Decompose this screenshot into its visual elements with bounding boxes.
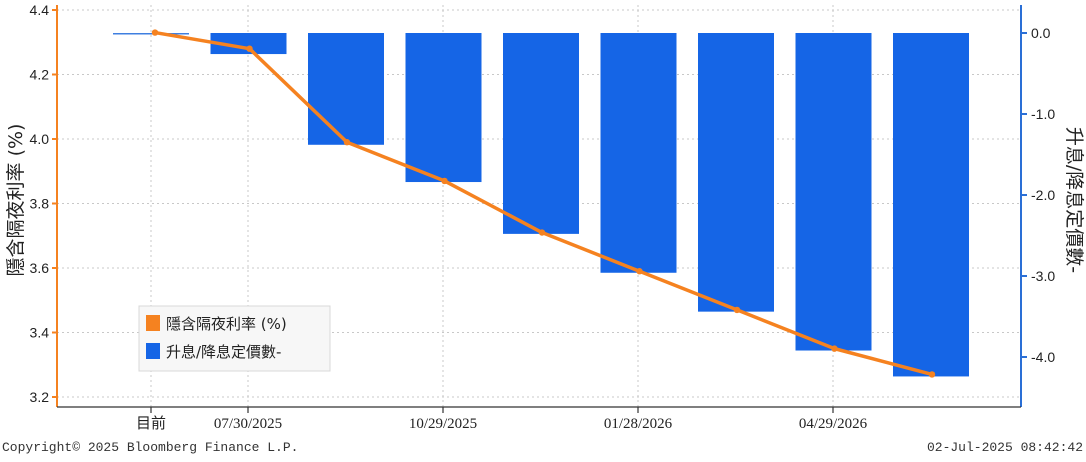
left-tick-label: 4.4 — [30, 2, 50, 18]
bar-series — [113, 33, 969, 377]
right-tick-label: 0.0 — [1031, 25, 1051, 41]
legend-box — [138, 305, 331, 372]
line-point — [538, 229, 546, 236]
line-point — [831, 345, 838, 352]
left-tick-label: 3.6 — [30, 260, 50, 276]
line-point — [343, 139, 351, 146]
legend-label-line: 隱含隔夜利率 (%) — [166, 315, 287, 333]
left-axis-title: 隱含隔夜利率 (%) — [5, 124, 27, 277]
x-tick-label: 01/28/2026 — [604, 416, 673, 432]
left-tick-label: 4.0 — [30, 131, 50, 147]
bar — [795, 33, 872, 351]
left-tick-label: 3.4 — [30, 325, 50, 341]
x-tick-label: 目前 — [136, 415, 166, 432]
x-axis-ticks: 目前 07/30/2025 10/29/2025 01/28/2026 04/29/20… — [136, 407, 868, 432]
left-tick-label: 3.8 — [30, 196, 50, 212]
line-point — [441, 177, 448, 185]
axes — [56, 5, 1022, 408]
legend-label-bar: 升息/降息定價數- — [166, 343, 281, 361]
left-axis-ticks: 4.4 4.2 4.0 3.8 3.6 3.4 3.2 — [30, 2, 57, 405]
chart: 4.4 4.2 4.0 3.8 3.6 3.4 3.2 0.0 -1.0 -2.0 -3.0 -4.… — [5, 2, 1085, 432]
left-tick-label: 3.2 — [30, 389, 50, 405]
x-tick-label: 10/29/2025 — [409, 416, 477, 432]
bar — [210, 33, 287, 55]
line-point — [151, 29, 159, 36]
left-tick-label: 4.2 — [30, 67, 50, 83]
bar — [893, 33, 969, 377]
legend-swatch-line — [146, 315, 160, 331]
line-point — [733, 306, 741, 314]
x-tick-label: 07/30/2025 — [214, 416, 282, 432]
bar — [503, 33, 579, 234]
bar — [405, 33, 482, 183]
copyright-text: Copyright© 2025 Bloomberg Finance L.P. — [2, 440, 299, 455]
right-tick-label: -2.0 — [1031, 187, 1055, 203]
right-tick-label: -4.0 — [1031, 349, 1055, 365]
line-point — [636, 268, 643, 275]
right-axis-title: 升息/降息定價數- — [1063, 127, 1085, 273]
right-tick-label: -3.0 — [1031, 268, 1055, 284]
line-point — [928, 371, 936, 378]
line-series — [151, 29, 936, 378]
bar — [308, 33, 384, 145]
legend-swatch-bar — [146, 343, 160, 359]
timestamp-text: 02-Jul-2025 08:42:42 — [926, 440, 1083, 455]
bar — [698, 33, 774, 312]
bar — [113, 33, 189, 35]
right-tick-label: -1.0 — [1031, 106, 1055, 122]
x-tick-label: 04/29/2026 — [799, 416, 868, 432]
bar — [600, 33, 677, 273]
legend: 隱含隔夜利率 (%) 升息/降息定價數- — [138, 305, 331, 372]
right-axis-ticks: 0.0 -1.0 -2.0 -3.0 -4.0 — [1021, 25, 1055, 365]
line-point — [246, 45, 253, 52]
